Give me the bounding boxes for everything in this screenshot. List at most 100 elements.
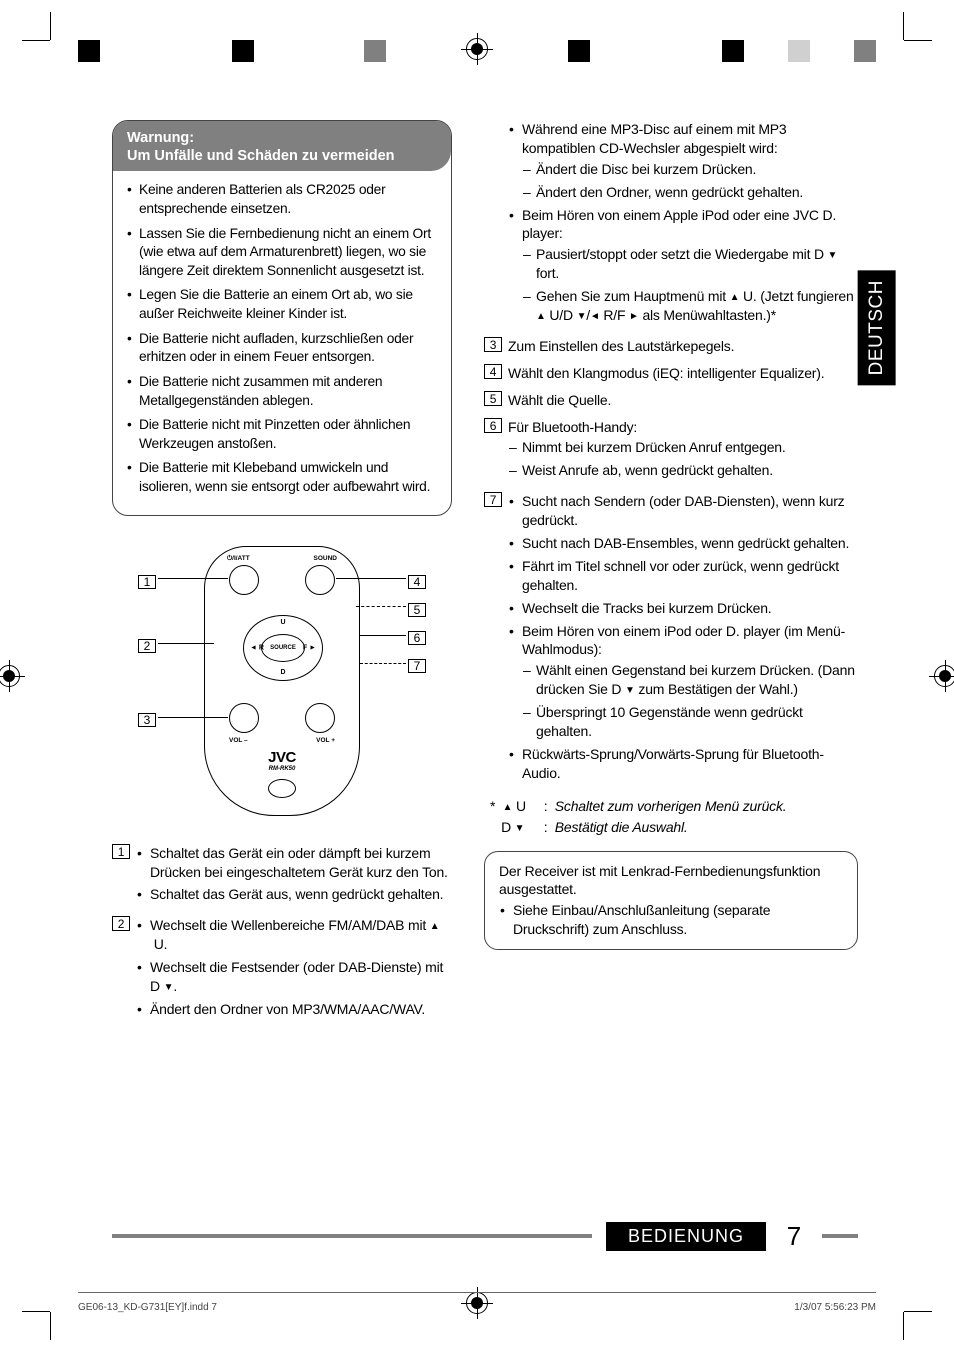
list-item: Fährt im Titel schnell vor oder zurück, … bbox=[522, 557, 858, 595]
list-item: Nimmt bei kurzem Drücken Anruf entgegen. bbox=[522, 438, 858, 457]
left-column: Warnung: Um Unfälle und Schäden zu verme… bbox=[112, 120, 452, 1242]
list-item: Wechselt die Festsender (oder DAB-Dienst… bbox=[150, 958, 452, 996]
nav-d: D bbox=[280, 668, 285, 677]
registration-mark bbox=[934, 665, 954, 687]
remote-body: ⏻/I/ATT SOUND SOURCE U D ◄ R F ► VOL – V… bbox=[204, 546, 360, 816]
list-item: Ändert den Ordner von MP3/WMA/AAC/WAV. bbox=[150, 1000, 452, 1019]
list-item: Wechselt die Wellenbereiche FM/AM/DAB mi… bbox=[150, 916, 452, 954]
num-1: 1 bbox=[112, 844, 130, 859]
crop-mark bbox=[903, 12, 904, 40]
list-item: Ändert die Disc bei kurzem Drücken. bbox=[536, 160, 858, 179]
list-item: Schaltet das Gerät aus, wenn gedrückt ge… bbox=[150, 885, 452, 904]
page-content: Warnung: Um Unfälle und Schäden zu verme… bbox=[112, 120, 858, 1242]
list-item: Pausiert/stoppt oder setzt die Wiedergab… bbox=[536, 245, 858, 283]
footnote: * U : Schaltet zum vorherigen Menü zurüc… bbox=[490, 797, 858, 837]
list-item: Wählt einen Gegenstand bei kurzem Drücke… bbox=[536, 661, 858, 699]
function-2: 2 Wechselt die Wellenbereiche FM/AM/DAB … bbox=[112, 916, 452, 1022]
list-item: Beim Hören von einem iPod oder D. player… bbox=[522, 622, 858, 741]
function-5: 5 Wählt die Quelle. bbox=[484, 391, 858, 410]
list-item: Während eine MP3-Disc auf einem mit MP3 … bbox=[522, 120, 858, 202]
list-item: Wechselt die Tracks bei kurzem Drücken. bbox=[522, 599, 858, 618]
footer-section-label: BEDIENUNG bbox=[606, 1222, 766, 1250]
crop-mark bbox=[22, 1311, 50, 1312]
footnote-text: Bestätigt die Auswahl. bbox=[555, 818, 688, 837]
page-footer: BEDIENUNG 7 bbox=[112, 1219, 858, 1254]
function-3: 3 Zum Einstellen des Lautstärkepegels. bbox=[484, 337, 858, 356]
list-item: Beim Hören von einem Apple iPod oder ein… bbox=[522, 206, 858, 325]
footer-rule bbox=[822, 1234, 858, 1238]
list-item: Legen Sie die Batterie an einem Ort ab, … bbox=[139, 286, 437, 323]
receiver-note-text: Der Receiver ist mit Lenkrad-Fernbedienu… bbox=[499, 862, 843, 900]
crop-mark bbox=[904, 1311, 932, 1312]
list-item: Siehe Einbau/Anschlußanleitung (separate… bbox=[513, 901, 843, 939]
function-2-cont: Während eine MP3-Disc auf einem mit MP3 … bbox=[484, 120, 858, 329]
callout-2: 2 bbox=[138, 636, 156, 655]
list-item: Schaltet das Gerät ein oder dämpft bei k… bbox=[150, 844, 452, 882]
registration-mark bbox=[0, 665, 20, 687]
nav-u: U bbox=[280, 618, 285, 627]
page-number: 7 bbox=[780, 1219, 808, 1254]
list-item: Sucht nach Sendern (oder DAB-Diensten), … bbox=[522, 492, 858, 530]
list-item: Gehen Sie zum Hauptmenü mit U. (Jetzt fu… bbox=[536, 287, 858, 325]
crop-mark bbox=[50, 1312, 51, 1340]
list-item: Keine anderen Batterien als CR2025 oder … bbox=[139, 181, 437, 218]
label-volp: VOL + bbox=[316, 737, 335, 746]
callout-7: 7 bbox=[408, 656, 426, 675]
list-item: Die Batterie nicht mit Pinzetten oder äh… bbox=[139, 416, 437, 453]
num-5: 5 bbox=[484, 391, 502, 406]
color-bar-left bbox=[78, 40, 386, 62]
list-item: Ändert den Ordner, wenn gedrückt gehalte… bbox=[536, 183, 858, 202]
imprint-timestamp: 1/3/07 5:56:23 PM bbox=[794, 1301, 876, 1315]
label-volm: VOL – bbox=[229, 737, 248, 746]
remote-sound-button bbox=[305, 565, 335, 595]
remote-power-att-button bbox=[229, 565, 259, 595]
remote-diagram: ⏻/I/ATT SOUND SOURCE U D ◄ R F ► VOL – V… bbox=[132, 536, 432, 826]
footnote-symbol: D bbox=[490, 818, 540, 837]
warning-subtitle: Um Unfälle und Schäden zu vermeiden bbox=[127, 147, 437, 165]
list-item: Weist Anrufe ab, wenn gedrückt gehalten. bbox=[522, 461, 858, 480]
receiver-note-box: Der Receiver ist mit Lenkrad-Fernbedienu… bbox=[484, 851, 858, 951]
callout-5: 5 bbox=[408, 600, 426, 619]
num-7: 7 bbox=[484, 492, 502, 507]
crop-mark bbox=[903, 1312, 904, 1340]
num-6: 6 bbox=[484, 418, 502, 433]
warning-title: Warnung: bbox=[127, 129, 437, 147]
nav-r: ◄ R bbox=[250, 643, 264, 652]
function-4: 4 Wählt den Klangmodus (iEQ: intelligent… bbox=[484, 364, 858, 383]
function-7: 7 Sucht nach Sendern (oder DAB-Diensten)… bbox=[484, 492, 858, 786]
remote-ir-window bbox=[268, 779, 296, 798]
remote-vol-up-button bbox=[305, 703, 335, 733]
warning-list: Keine anderen Batterien als CR2025 oder … bbox=[113, 171, 451, 504]
warning-box: Warnung: Um Unfälle und Schäden zu verme… bbox=[112, 120, 452, 516]
num-2: 2 bbox=[112, 916, 130, 931]
right-column: Während eine MP3-Disc auf einem mit MP3 … bbox=[484, 120, 858, 1242]
warning-heading: Warnung: Um Unfälle und Schäden zu verme… bbox=[113, 121, 451, 171]
imprint-line: GE06-13_KD-G731[EY]f.indd 7 1/3/07 5:56:… bbox=[78, 1292, 876, 1315]
list-item: Die Batterie nicht zusammen mit anderen … bbox=[139, 373, 437, 410]
registration-mark bbox=[466, 38, 488, 60]
callout-3: 3 bbox=[138, 710, 156, 729]
remote-model: RM-RK50 bbox=[205, 765, 359, 773]
list-item: Rückwärts-Sprung/Vorwärts-Sprung für Blu… bbox=[522, 745, 858, 783]
label-att: ⏻/I/ATT bbox=[227, 555, 250, 564]
crop-mark bbox=[50, 12, 51, 40]
color-bar-right bbox=[568, 40, 876, 62]
function-1: 1 Schaltet das Gerät ein oder dämpft bei… bbox=[112, 844, 452, 909]
nav-f: F ► bbox=[303, 643, 316, 652]
list-item: Überspringt 10 Gegenstände wenn gedrückt… bbox=[536, 703, 858, 741]
remote-source-button: SOURCE bbox=[261, 634, 305, 662]
list-item: Die Batterie mit Klebeband umwickeln und… bbox=[139, 459, 437, 496]
list-item: Lassen Sie die Fernbedienung nicht an ei… bbox=[139, 225, 437, 281]
callout-1: 1 bbox=[138, 572, 156, 591]
remote-vol-down-button bbox=[229, 703, 259, 733]
crop-mark bbox=[904, 40, 932, 41]
label-sound: SOUND bbox=[314, 555, 337, 564]
crop-mark bbox=[22, 40, 50, 41]
footnote-text: Schaltet zum vorherigen Menü zurück. bbox=[555, 797, 787, 816]
imprint-file: GE06-13_KD-G731[EY]f.indd 7 bbox=[78, 1301, 217, 1315]
list-item: Sucht nach DAB-Ensembles, wenn gedrückt … bbox=[522, 534, 858, 553]
list-item: Die Batterie nicht aufladen, kurzschließ… bbox=[139, 330, 437, 367]
remote-nav-pad: SOURCE U D ◄ R F ► bbox=[243, 615, 323, 681]
function-6: 6 Für Bluetooth-Handy: Nimmt bei kurzem … bbox=[484, 418, 858, 485]
callout-4: 4 bbox=[408, 572, 426, 591]
